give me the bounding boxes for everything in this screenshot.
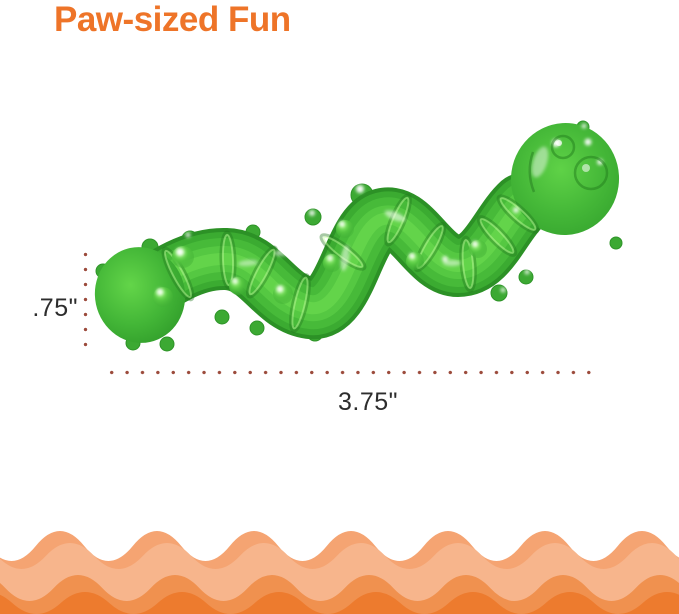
height-dimension-line (83, 247, 88, 352)
wave-footer-decoration (0, 531, 679, 614)
width-dimension-label: 3.75" (338, 388, 399, 416)
width-dimension-line (104, 370, 596, 375)
toy-tail (94, 247, 186, 343)
toy-body (107, 173, 553, 339)
toy-eye-rings (528, 134, 609, 193)
wave-layer-4 (0, 592, 679, 614)
height-dimension-label: .75" (32, 294, 78, 322)
toy-highlights (156, 123, 603, 296)
page-title: Paw-sized Fun (54, 0, 291, 39)
